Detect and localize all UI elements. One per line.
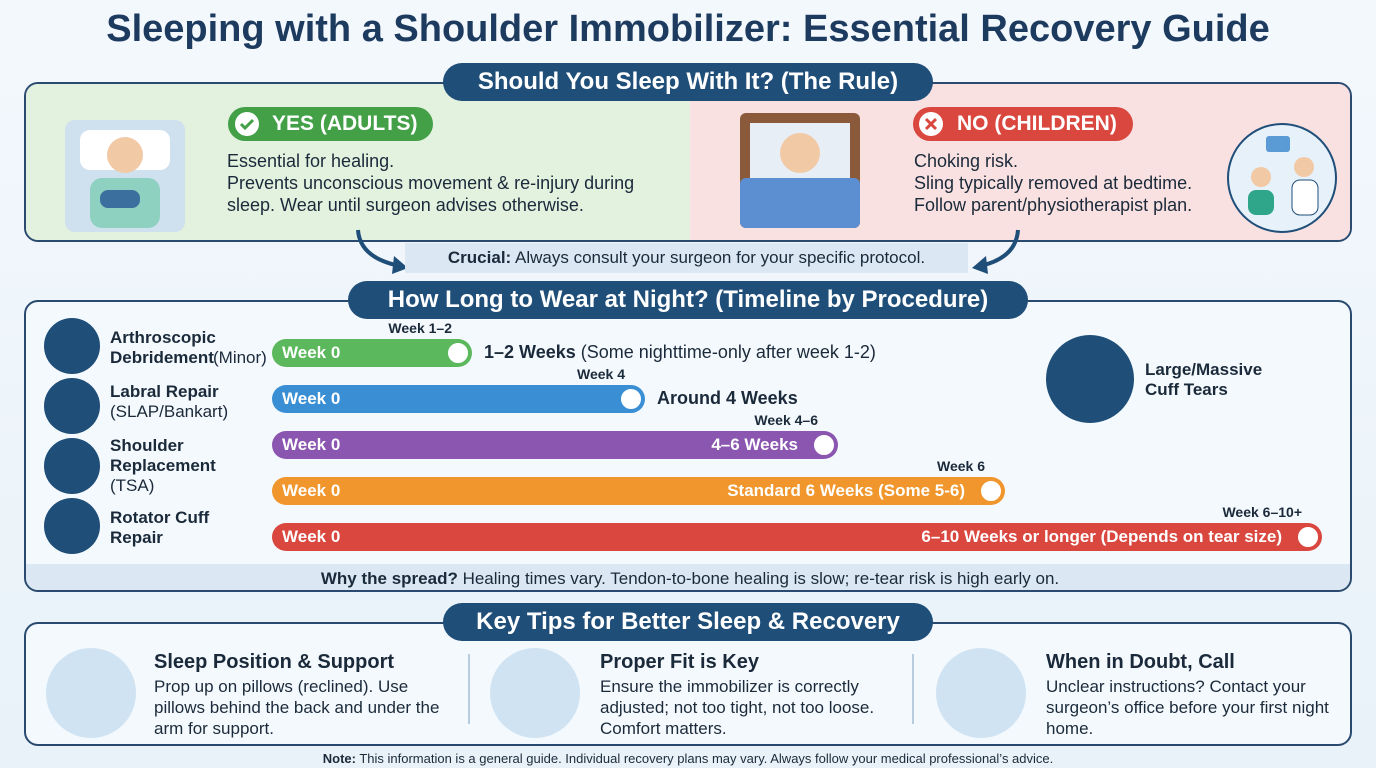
no-line: Follow parent/physiotherapist plan. [914, 195, 1193, 215]
crucial-label: Crucial: [447, 248, 512, 267]
bar-start: Week 0 [282, 389, 341, 408]
procedure: Rotator Cuff Repair [110, 508, 230, 548]
no-line: Choking risk. [914, 151, 1019, 171]
bar-label: Around 4 Weeks [657, 388, 798, 408]
phone-icon [936, 648, 1026, 738]
tip-title: Sleep Position & Support [154, 651, 395, 673]
crucial: Crucial: Always consult your surgeon for… [405, 243, 968, 273]
yes-line: Essential for healing. [227, 151, 395, 171]
bar-label: 1–2 Weeks [484, 342, 576, 362]
procedure-icon [44, 378, 100, 434]
x-icon [919, 112, 943, 136]
side-note: Large/Massive Cuff Tears [1145, 360, 1263, 399]
note-label: Note: [322, 751, 356, 766]
bar-start: Week 0 [282, 343, 341, 362]
tip-text: Unclear instructions? Contact your surge… [1046, 677, 1329, 738]
timeline-bar: Week 0 4–6 Weeks [272, 431, 838, 459]
timeline-bar: Week 0 6–10 Weeks or longer (Depends on t… [272, 523, 1322, 551]
bar-label: Standard 6 Weeks (Some 5-6) [727, 481, 965, 500]
bar-end: Week 4–6 [754, 412, 818, 428]
timeline-bar: Week 0 Standard 6 Weeks (Some 5-6) [272, 477, 1005, 505]
procedure-qualifier: (SLAP/Bankart) [110, 402, 229, 421]
clock-icon [1296, 525, 1320, 549]
crucial-text: Always consult your surgeon for your spe… [515, 248, 926, 267]
spread: Why the spread? Healing times vary. Tend… [26, 564, 1350, 590]
bar-label: 4–6 Weeks [711, 435, 798, 454]
arrows [356, 229, 1020, 274]
procedure-name: Labral Repair [110, 382, 219, 401]
divider [912, 654, 914, 724]
yes-badge: YES (ADULTS) [228, 107, 434, 141]
bar-label-outside: Around 4 Weeks [657, 388, 798, 409]
bar-end: Week 6 [937, 458, 985, 474]
tips-heading: Key Tips for Better Sleep & Recovery [443, 603, 933, 641]
bar-note: (Some nighttime-only after week 1-2) [580, 342, 876, 362]
bar-end: Week 1–2 [388, 320, 452, 336]
timeline-bar: Week 0 [272, 385, 645, 413]
clock-icon [812, 433, 836, 457]
tip: When in Doubt, Call Unclear instructions?… [1046, 651, 1336, 739]
bar-start: Week 0 [282, 481, 341, 500]
procedure-icon [44, 498, 100, 554]
divider [468, 654, 470, 724]
procedure-qualifier: (TSA) [110, 476, 155, 495]
footnote: Note: This information is a general guid… [0, 751, 1376, 766]
no-text: Choking risk. Sling typically removed at… [914, 150, 1224, 216]
timeline-heading: How Long to Wear at Night? (Timeline by … [348, 281, 1028, 319]
tip-title: Proper Fit is Key [600, 651, 759, 673]
procedure-name: Rotator Cuff Repair [110, 508, 210, 547]
consult-illustration [1227, 123, 1337, 233]
bar-start: Week 0 [282, 435, 341, 454]
bar-start: Week 0 [282, 527, 341, 546]
timeline-bar: Week 0 [272, 339, 472, 367]
cuff-icon [1046, 335, 1134, 423]
no-badge-text: NO (CHILDREN) [957, 112, 1117, 135]
procedure-icon [44, 318, 100, 374]
procedure-icon [44, 438, 100, 494]
fit-icon [490, 648, 580, 738]
yes-line: Prevents unconscious movement & re-injur… [227, 173, 635, 215]
note-text: This information is a general guide. Ind… [359, 751, 1054, 766]
tip-text: Ensure the immobilizer is correctly adju… [600, 677, 875, 738]
bar-label: 6–10 Weeks or longer (Depends on tear si… [921, 527, 1282, 546]
child-illustration [740, 113, 860, 228]
procedure: Arthroscopic Debridement [110, 328, 280, 368]
tip: Proper Fit is Key Ensure the immobilizer … [600, 651, 900, 739]
clock-icon [446, 341, 470, 365]
bar-end: Week 4 [577, 366, 625, 382]
procedure: Labral Repair (SLAP/Bankart) [110, 382, 260, 422]
check-icon [235, 112, 259, 136]
bar-label-outside: 1–2 Weeks (Some nighttime-only after wee… [484, 342, 876, 363]
tip: Sleep Position & Support Prop up on pillo… [154, 651, 454, 739]
procedure-name: Arthroscopic Debridement [110, 328, 216, 367]
spread-label: Why the spread? [320, 569, 458, 588]
tips-panel [24, 622, 1352, 746]
clock-icon [619, 387, 643, 411]
procedure-qualifier: (Minor) [213, 348, 267, 367]
no-line: Sling typically removed at bedtime. [914, 173, 1193, 193]
pillow-icon [46, 648, 136, 738]
bar-end: Week 6–10+ [1222, 504, 1302, 520]
tip-text: Prop up on pillows (reclined). Use pillo… [154, 677, 440, 738]
procedure-name: Shoulder Replacement [110, 436, 216, 475]
title: Sleeping with a Shoulder Immobilizer: Es… [106, 8, 1270, 50]
procedure: Shoulder Replacement (TSA) [110, 436, 240, 496]
clock-icon [979, 479, 1003, 503]
yes-badge-text: YES (ADULTS) [272, 112, 418, 135]
spread-text: Healing times vary. Tendon-to-bone heali… [462, 569, 1060, 588]
no-badge: NO (CHILDREN) [913, 107, 1133, 141]
rule-heading: Should You Sleep With It? (The Rule) [443, 63, 933, 101]
tip-title: When in Doubt, Call [1046, 651, 1235, 673]
adult-illustration [65, 120, 185, 232]
yes-text: Essential for healing. Prevents unconsci… [227, 150, 667, 216]
